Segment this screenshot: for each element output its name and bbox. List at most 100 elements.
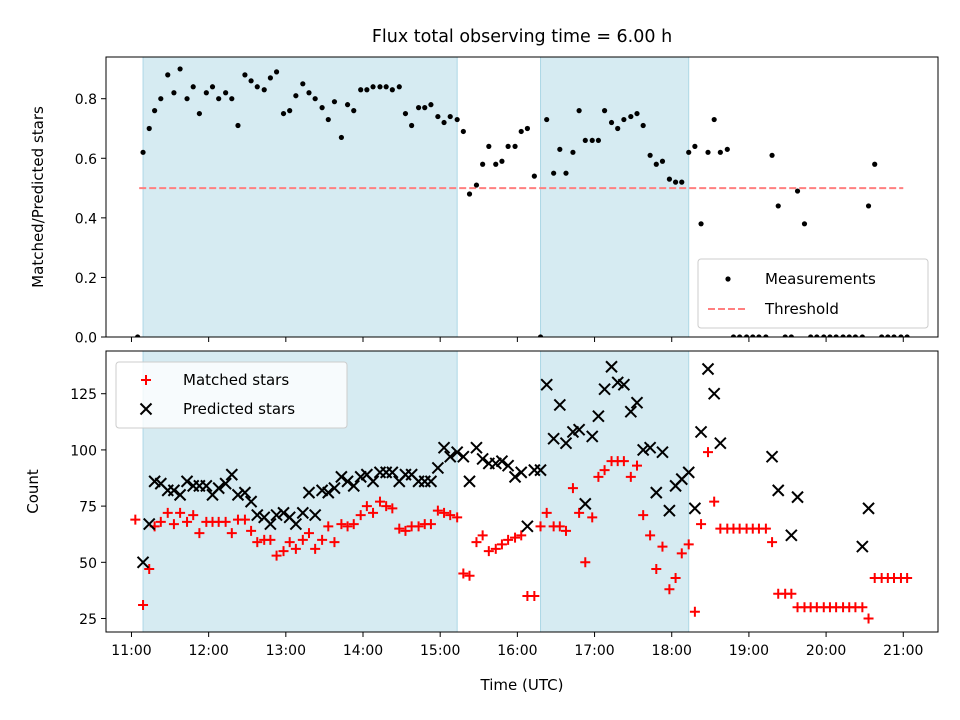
predicted-star-point <box>714 436 727 450</box>
matched-star-point <box>439 507 450 518</box>
measurement-point <box>344 102 351 108</box>
predicted-star-point <box>643 441 657 454</box>
predicted-star-point <box>173 488 187 502</box>
predicted-star-point <box>682 466 695 479</box>
measurement-point <box>389 87 395 93</box>
matched-star-point <box>535 521 546 532</box>
measurement-point <box>254 84 260 90</box>
measurement-point <box>171 90 177 96</box>
x-tick-label: 16:00 <box>497 643 537 659</box>
matched-star-point <box>425 519 436 530</box>
measurement-point <box>872 161 878 167</box>
measurement-point <box>152 108 158 114</box>
chart-title: Flux total observing time = 6.00 h <box>372 27 672 47</box>
measurement-point <box>351 108 357 114</box>
measurement-point <box>711 116 717 123</box>
measurement-point <box>794 188 801 194</box>
matched-star-point <box>303 528 314 539</box>
measurement-point <box>782 334 788 337</box>
axes-frame <box>105 350 939 633</box>
matched-star-point <box>760 523 771 534</box>
matched-star-point <box>567 483 578 494</box>
measurement-point <box>441 119 447 126</box>
predicted-star-point <box>701 362 715 376</box>
predicted-star-point <box>547 432 560 445</box>
measurement-point <box>563 170 569 176</box>
matched-star-point <box>664 584 675 595</box>
predicted-star-point <box>219 477 232 490</box>
measurement-point <box>859 334 865 337</box>
legend-box <box>697 258 929 329</box>
matched-star-point <box>483 546 494 557</box>
measurement-point <box>415 105 422 111</box>
matched-star-point <box>348 519 359 530</box>
predicted-star-point <box>540 378 553 391</box>
measurement-point <box>466 191 473 197</box>
matched-star-point <box>162 507 173 518</box>
matched-star-point <box>786 588 797 599</box>
predicted-star-point <box>521 520 534 533</box>
predicted-star-point <box>335 470 348 484</box>
matched-star-point <box>265 534 276 545</box>
y-tick-label: 0.6 <box>75 152 97 168</box>
predicted-star-point <box>624 405 638 418</box>
matched-star-point <box>400 525 411 536</box>
measurement-point <box>209 84 216 90</box>
measurement-point <box>647 152 653 158</box>
predicted-star-point <box>431 461 445 475</box>
measurement-point <box>267 75 273 81</box>
y-tick-label: 0.8 <box>75 92 97 108</box>
measurement-point <box>325 116 331 123</box>
matched-star-point <box>458 568 469 579</box>
predicted-star-point <box>598 383 611 396</box>
matched-star-point <box>599 465 610 476</box>
y-tick-label: 0.2 <box>75 271 97 287</box>
predicted-star-point <box>772 484 785 497</box>
predicted-star-point <box>501 459 515 472</box>
measurement-point <box>717 149 723 155</box>
matched-star-point <box>336 519 347 530</box>
matched-star-point <box>226 528 237 539</box>
matched-star-point <box>593 471 604 482</box>
measurement-point <box>692 143 698 149</box>
legend-measurement-marker <box>725 276 731 282</box>
predicted-star-point <box>617 378 631 391</box>
predicted-star-point <box>572 423 586 436</box>
measurement-point <box>756 334 762 337</box>
matched-star-point <box>863 613 874 624</box>
matched-star-point <box>284 537 295 548</box>
matched-star-point <box>471 537 482 548</box>
matched-star-point <box>618 456 629 467</box>
legend-matched-label: Matched stars <box>183 371 289 389</box>
matched-star-point <box>432 505 443 516</box>
measurement-point <box>724 146 730 152</box>
matched-star-point <box>271 550 282 561</box>
predicted-star-point <box>457 450 470 463</box>
measurement-point <box>737 334 743 337</box>
measurement-point <box>505 143 511 149</box>
predicted-star-point <box>238 486 252 499</box>
y-tick-label: 125 <box>70 387 97 403</box>
measurement-point <box>601 108 608 114</box>
predicted-star-point <box>765 450 779 463</box>
measurement-point <box>763 334 769 337</box>
measurement-point <box>775 203 781 209</box>
matched-star-point <box>625 471 636 482</box>
measurement-point <box>358 87 364 93</box>
predicted-star-point <box>289 517 303 531</box>
predicted-star-point <box>559 436 573 450</box>
matched-star-point <box>676 548 687 559</box>
legend-measurements-label: Measurements <box>765 270 876 288</box>
y-tick-label: 75 <box>79 500 97 516</box>
matched-star-point <box>220 516 231 527</box>
matched-star-point <box>368 507 379 518</box>
matched-star-point <box>394 523 405 534</box>
measurement-point <box>428 102 434 108</box>
predicted-star-point <box>586 430 599 443</box>
matched-star-point <box>182 516 193 527</box>
predicted-star-point <box>476 452 489 466</box>
measurement-point <box>743 334 750 337</box>
matched-star-point <box>168 519 179 530</box>
measurement-point <box>582 137 588 144</box>
predicted-star-point <box>302 486 316 499</box>
